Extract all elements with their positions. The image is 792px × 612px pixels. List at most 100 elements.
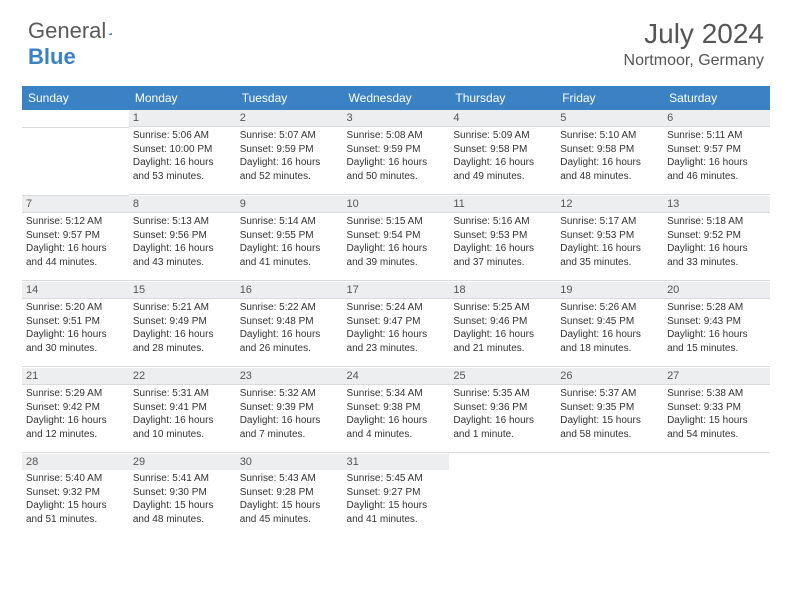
sunset-text: Sunset: 9:57 PM: [667, 143, 766, 157]
daylight-text: Daylight: 16 hours and 15 minutes.: [667, 328, 766, 355]
location: Nortmoor, Germany: [624, 52, 764, 70]
calendar-cell: 1Sunrise: 5:06 AMSunset: 10:00 PMDayligh…: [129, 110, 236, 196]
daylight-text: Daylight: 16 hours and 49 minutes.: [453, 156, 552, 183]
sunset-text: Sunset: 9:56 PM: [133, 229, 232, 243]
sunset-text: Sunset: 9:57 PM: [26, 229, 125, 243]
daylight-text: Daylight: 16 hours and 39 minutes.: [347, 242, 446, 269]
day-content: Sunrise: 5:18 AMSunset: 9:52 PMDaylight:…: [663, 213, 770, 281]
calendar-cell: 25Sunrise: 5:35 AMSunset: 9:36 PMDayligh…: [449, 368, 556, 454]
day-content: Sunrise: 5:40 AMSunset: 9:32 PMDaylight:…: [22, 470, 129, 538]
weekday-header: Thursday: [449, 86, 556, 110]
sunset-text: Sunset: 9:48 PM: [240, 315, 339, 329]
sunset-text: Sunset: 9:38 PM: [347, 401, 446, 415]
daylight-text: Daylight: 16 hours and 10 minutes.: [133, 414, 232, 441]
daylight-text: Daylight: 16 hours and 48 minutes.: [560, 156, 659, 183]
sunrise-text: Sunrise: 5:26 AM: [560, 301, 659, 315]
day-number: [663, 454, 770, 472]
sunrise-text: Sunrise: 5:22 AM: [240, 301, 339, 315]
sunrise-text: Sunrise: 5:37 AM: [560, 387, 659, 401]
sunrise-text: Sunrise: 5:40 AM: [26, 472, 125, 486]
sunrise-text: Sunrise: 5:15 AM: [347, 215, 446, 229]
daylight-text: Daylight: 16 hours and 52 minutes.: [240, 156, 339, 183]
day-number: 23: [236, 368, 343, 385]
sunrise-text: Sunrise: 5:24 AM: [347, 301, 446, 315]
daylight-text: Daylight: 16 hours and 41 minutes.: [240, 242, 339, 269]
day-content: Sunrise: 5:07 AMSunset: 9:59 PMDaylight:…: [236, 127, 343, 195]
calendar-cell: [449, 454, 556, 540]
day-content: Sunrise: 5:10 AMSunset: 9:58 PMDaylight:…: [556, 127, 663, 195]
sunrise-text: Sunrise: 5:25 AM: [453, 301, 552, 315]
day-content: Sunrise: 5:26 AMSunset: 9:45 PMDaylight:…: [556, 299, 663, 367]
day-content: Sunrise: 5:35 AMSunset: 9:36 PMDaylight:…: [449, 385, 556, 453]
calendar-cell: 7Sunrise: 5:12 AMSunset: 9:57 PMDaylight…: [22, 196, 129, 282]
weekday-row: Sunday Monday Tuesday Wednesday Thursday…: [22, 86, 770, 110]
sunrise-text: Sunrise: 5:13 AM: [133, 215, 232, 229]
day-content: Sunrise: 5:28 AMSunset: 9:43 PMDaylight:…: [663, 299, 770, 367]
day-number: [22, 110, 129, 128]
calendar-cell: [556, 454, 663, 540]
sunrise-text: Sunrise: 5:08 AM: [347, 129, 446, 143]
day-content: Sunrise: 5:29 AMSunset: 9:42 PMDaylight:…: [22, 385, 129, 453]
calendar-cell: 21Sunrise: 5:29 AMSunset: 9:42 PMDayligh…: [22, 368, 129, 454]
logo-word2: Blue: [28, 44, 76, 69]
day-content: Sunrise: 5:12 AMSunset: 9:57 PMDaylight:…: [22, 213, 129, 281]
day-number: 25: [449, 368, 556, 385]
calendar-cell: 14 Sunrise: 5:20 AMSunset: 9:51 PMDayligh…: [22, 282, 129, 368]
sunset-text: Sunset: 9:33 PM: [667, 401, 766, 415]
calendar-cell: 24Sunrise: 5:34 AMSunset: 9:38 PMDayligh…: [343, 368, 450, 454]
daylight-text: Daylight: 16 hours and 21 minutes.: [453, 328, 552, 355]
sunrise-text: Sunrise: 5:09 AM: [453, 129, 552, 143]
sunset-text: Sunset: 9:35 PM: [560, 401, 659, 415]
calendar-cell: 18Sunrise: 5:25 AMSunset: 9:46 PMDayligh…: [449, 282, 556, 368]
day-content: Sunrise: 5:06 AMSunset: 10:00 PMDaylight…: [129, 127, 236, 195]
day-content: Sunrise: 5:45 AMSunset: 9:27 PMDaylight:…: [343, 470, 450, 538]
sunset-text: Sunset: 9:53 PM: [560, 229, 659, 243]
sunset-text: Sunset: 10:00 PM: [133, 143, 232, 157]
day-number: 19: [556, 282, 663, 299]
sunset-text: Sunset: 9:49 PM: [133, 315, 232, 329]
day-number: 5: [556, 110, 663, 127]
day-content: [449, 472, 556, 540]
weekday-header: Saturday: [663, 86, 770, 110]
daylight-text: Daylight: 15 hours and 45 minutes.: [240, 499, 339, 526]
daylight-text: Daylight: 16 hours and 37 minutes.: [453, 242, 552, 269]
sunset-text: Sunset: 9:27 PM: [347, 486, 446, 500]
calendar-cell: 16Sunrise: 5:22 AMSunset: 9:48 PMDayligh…: [236, 282, 343, 368]
day-number: 8: [129, 196, 236, 213]
calendar-table: Sunday Monday Tuesday Wednesday Thursday…: [22, 86, 770, 540]
daylight-text: Daylight: 15 hours and 41 minutes.: [347, 499, 446, 526]
day-content: Sunrise: 5:38 AMSunset: 9:33 PMDaylight:…: [663, 385, 770, 453]
calendar-cell: 2Sunrise: 5:07 AMSunset: 9:59 PMDaylight…: [236, 110, 343, 196]
calendar-cell: 3Sunrise: 5:08 AMSunset: 9:59 PMDaylight…: [343, 110, 450, 196]
logo-word1: General: [28, 18, 106, 44]
day-number: 24: [343, 368, 450, 385]
sunrise-text: Sunrise: 5:11 AM: [667, 129, 766, 143]
day-number: 12: [556, 196, 663, 213]
logo: General: [28, 18, 132, 44]
daylight-text: Daylight: 16 hours and 33 minutes.: [667, 242, 766, 269]
header: General July 2024 Nortmoor, Germany: [0, 0, 792, 78]
weekday-header: Wednesday: [343, 86, 450, 110]
daylight-text: Daylight: 16 hours and 46 minutes.: [667, 156, 766, 183]
calendar-cell: 5Sunrise: 5:10 AMSunset: 9:58 PMDaylight…: [556, 110, 663, 196]
sunrise-text: Sunrise: 5:18 AM: [667, 215, 766, 229]
calendar-cell: 19Sunrise: 5:26 AMSunset: 9:45 PMDayligh…: [556, 282, 663, 368]
sunset-text: Sunset: 9:36 PM: [453, 401, 552, 415]
daylight-text: Daylight: 16 hours and 30 minutes.: [26, 328, 125, 355]
sunset-text: Sunset: 9:54 PM: [347, 229, 446, 243]
day-content: Sunrise: 5:31 AMSunset: 9:41 PMDaylight:…: [129, 385, 236, 453]
day-number: 6: [663, 110, 770, 127]
daylight-text: Daylight: 16 hours and 7 minutes.: [240, 414, 339, 441]
sunset-text: Sunset: 9:46 PM: [453, 315, 552, 329]
sunset-text: Sunset: 9:59 PM: [240, 143, 339, 157]
day-number: 7: [22, 196, 129, 213]
day-content: Sunrise: 5:24 AMSunset: 9:47 PMDaylight:…: [343, 299, 450, 367]
day-number: 14: [22, 282, 129, 299]
day-content: Sunrise: 5:15 AMSunset: 9:54 PMDaylight:…: [343, 213, 450, 281]
day-content: Sunrise: 5:25 AMSunset: 9:46 PMDaylight:…: [449, 299, 556, 367]
sunrise-text: Sunrise: 5:38 AM: [667, 387, 766, 401]
sunset-text: Sunset: 9:55 PM: [240, 229, 339, 243]
sunset-text: Sunset: 9:51 PM: [26, 315, 125, 329]
sunrise-text: Sunrise: 5:20 AM: [26, 301, 125, 315]
day-content: Sunrise: 5:32 AMSunset: 9:39 PMDaylight:…: [236, 385, 343, 453]
